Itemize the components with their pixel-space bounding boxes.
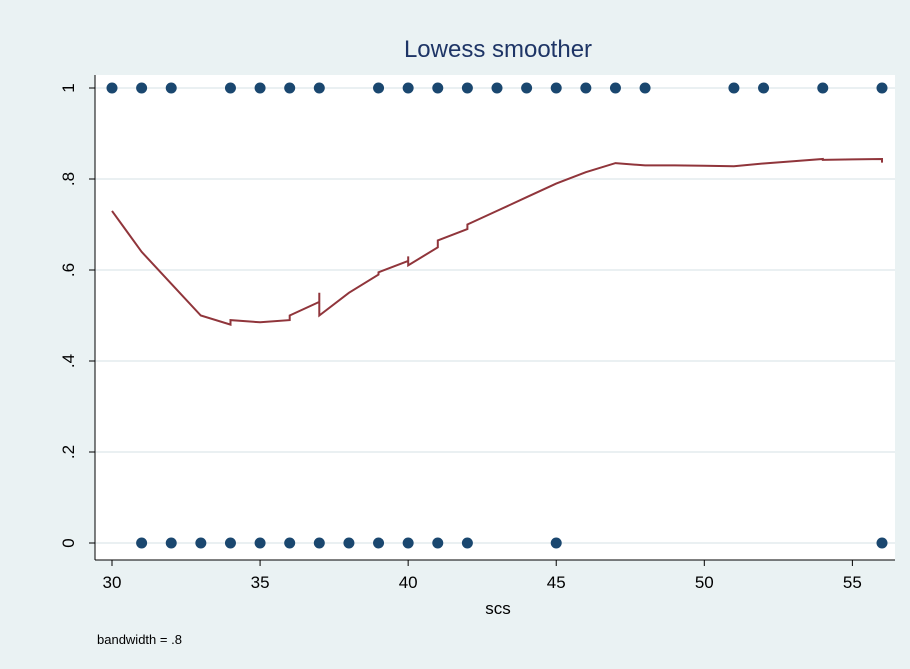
data-point bbox=[432, 537, 444, 549]
data-point bbox=[136, 82, 148, 94]
data-point bbox=[609, 82, 621, 94]
x-tick-label: 35 bbox=[251, 573, 270, 592]
data-point bbox=[373, 537, 385, 549]
data-point bbox=[758, 82, 770, 94]
data-point bbox=[639, 82, 651, 94]
data-point bbox=[580, 82, 592, 94]
data-point bbox=[461, 537, 473, 549]
data-point bbox=[373, 82, 385, 94]
x-axis-label: scs bbox=[485, 599, 511, 618]
bandwidth-note: bandwidth = .8 bbox=[97, 632, 182, 647]
axes: 0 .2 .4 .6 .8 1 30 35 40 45 50 55 bbox=[59, 75, 895, 592]
plot-area bbox=[95, 75, 895, 560]
data-point bbox=[224, 537, 236, 549]
x-tick-label: 45 bbox=[547, 573, 566, 592]
y-tick-label: .8 bbox=[59, 172, 78, 186]
data-point bbox=[817, 82, 829, 94]
data-point bbox=[313, 82, 325, 94]
data-point bbox=[491, 82, 503, 94]
x-tick-label: 40 bbox=[399, 573, 418, 592]
data-point bbox=[343, 537, 355, 549]
scatter-points bbox=[106, 82, 888, 549]
data-point bbox=[550, 82, 562, 94]
data-point bbox=[254, 82, 266, 94]
data-point bbox=[224, 82, 236, 94]
x-tick-label: 30 bbox=[103, 573, 122, 592]
data-point bbox=[432, 82, 444, 94]
data-point bbox=[550, 537, 562, 549]
data-point bbox=[402, 537, 414, 549]
data-point bbox=[136, 537, 148, 549]
x-tick-label: 50 bbox=[695, 573, 714, 592]
data-point bbox=[165, 537, 177, 549]
y-tick-label: .4 bbox=[59, 354, 78, 368]
data-point bbox=[521, 82, 533, 94]
data-point bbox=[254, 537, 266, 549]
data-point bbox=[461, 82, 473, 94]
y-tick-label: 0 bbox=[59, 538, 78, 547]
y-tick-label: .6 bbox=[59, 263, 78, 277]
lowess-line bbox=[111, 157, 883, 326]
data-point bbox=[313, 537, 325, 549]
data-point bbox=[728, 82, 740, 94]
chart-title: Lowess smoother bbox=[404, 36, 592, 63]
data-point bbox=[284, 537, 296, 549]
data-point bbox=[402, 82, 414, 94]
data-point bbox=[284, 82, 296, 94]
data-point bbox=[876, 537, 888, 549]
data-point bbox=[106, 82, 118, 94]
data-point bbox=[165, 82, 177, 94]
y-tick-label: .2 bbox=[59, 445, 78, 459]
data-point bbox=[195, 537, 207, 549]
y-tick-label: 1 bbox=[59, 83, 78, 92]
x-tick-label: 55 bbox=[843, 573, 862, 592]
data-point bbox=[876, 82, 888, 94]
